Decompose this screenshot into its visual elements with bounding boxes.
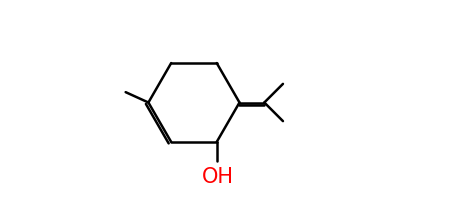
Text: OH: OH — [202, 166, 234, 186]
